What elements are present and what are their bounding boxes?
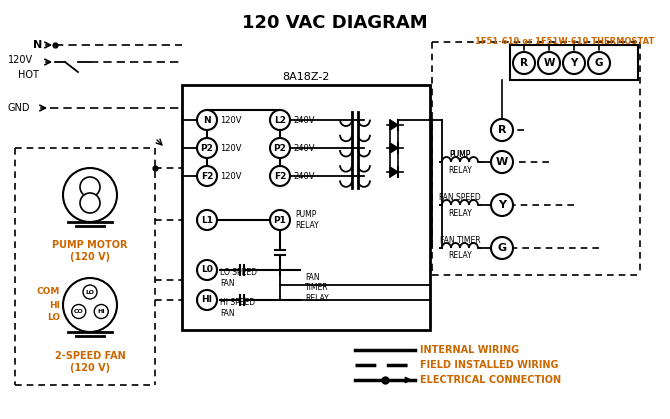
Text: 120V: 120V: [220, 116, 241, 124]
Text: G: G: [595, 58, 603, 68]
Circle shape: [197, 166, 217, 186]
Text: HOT: HOT: [18, 70, 39, 80]
Polygon shape: [390, 143, 398, 153]
Text: COM: COM: [37, 287, 60, 297]
Text: F2: F2: [274, 171, 286, 181]
Text: INTERNAL WIRING: INTERNAL WIRING: [420, 345, 519, 355]
Text: 120V: 120V: [8, 55, 33, 65]
Circle shape: [80, 193, 100, 213]
Text: 8A18Z-2: 8A18Z-2: [282, 72, 330, 82]
Text: P2: P2: [273, 143, 287, 153]
Text: FAN SPEED: FAN SPEED: [439, 192, 481, 202]
Text: 1F51-619 or 1F51W-619 THERMOSTAT: 1F51-619 or 1F51W-619 THERMOSTAT: [475, 37, 655, 46]
Circle shape: [563, 52, 585, 74]
Circle shape: [491, 151, 513, 173]
Circle shape: [270, 210, 290, 230]
Circle shape: [197, 210, 217, 230]
Text: L0: L0: [201, 266, 213, 274]
Circle shape: [491, 237, 513, 259]
Text: ELECTRICAL CONNECTION: ELECTRICAL CONNECTION: [420, 375, 561, 385]
Text: RELAY: RELAY: [448, 209, 472, 217]
Text: W: W: [543, 58, 555, 68]
Text: GND: GND: [8, 103, 31, 113]
Text: Y: Y: [498, 200, 506, 210]
Circle shape: [513, 52, 535, 74]
Circle shape: [63, 168, 117, 222]
Text: 120 VAC DIAGRAM: 120 VAC DIAGRAM: [242, 14, 428, 32]
Text: P2: P2: [200, 143, 214, 153]
Text: LO: LO: [47, 313, 60, 323]
Text: FIELD INSTALLED WIRING: FIELD INSTALLED WIRING: [420, 360, 559, 370]
Circle shape: [72, 305, 86, 318]
Text: LO: LO: [86, 290, 94, 295]
Circle shape: [197, 260, 217, 280]
Text: 120V: 120V: [220, 171, 241, 181]
Circle shape: [63, 278, 117, 332]
Circle shape: [270, 110, 290, 130]
Text: HI SPEED
FAN: HI SPEED FAN: [220, 298, 255, 318]
Text: 240V: 240V: [293, 171, 314, 181]
Text: R: R: [498, 125, 507, 135]
Text: L1: L1: [201, 215, 213, 225]
Circle shape: [197, 110, 217, 130]
Circle shape: [538, 52, 560, 74]
Circle shape: [588, 52, 610, 74]
Text: HI: HI: [202, 295, 212, 305]
Text: CO: CO: [74, 309, 84, 314]
Circle shape: [197, 138, 217, 158]
Text: L2: L2: [274, 116, 286, 124]
Bar: [182, 85, 430, 330]
Text: 2-SPEED FAN
(120 V): 2-SPEED FAN (120 V): [55, 351, 125, 373]
Text: W: W: [496, 157, 508, 167]
Text: HI: HI: [97, 309, 105, 314]
Polygon shape: [390, 167, 398, 177]
Text: R: R: [520, 58, 528, 68]
Text: F2: F2: [201, 171, 213, 181]
Text: RELAY: RELAY: [448, 166, 472, 174]
Text: LO SPEED
FAN: LO SPEED FAN: [220, 268, 257, 288]
Circle shape: [197, 290, 217, 310]
Circle shape: [94, 305, 109, 318]
Text: 240V: 240V: [293, 143, 314, 153]
Text: P1: P1: [273, 215, 287, 225]
Circle shape: [491, 194, 513, 216]
Text: Y: Y: [570, 58, 578, 68]
Polygon shape: [390, 120, 398, 130]
Text: N: N: [33, 40, 42, 50]
Text: N: N: [203, 116, 211, 124]
Text: HI: HI: [49, 300, 60, 310]
Text: FAN
TIMER
RELAY: FAN TIMER RELAY: [305, 273, 329, 303]
Text: PUMP: PUMP: [450, 150, 471, 158]
Circle shape: [83, 285, 97, 299]
Text: PUMP
RELAY: PUMP RELAY: [295, 210, 319, 230]
Text: 120V: 120V: [220, 143, 241, 153]
Circle shape: [270, 166, 290, 186]
Text: RELAY: RELAY: [448, 251, 472, 261]
Text: PUMP MOTOR
(120 V): PUMP MOTOR (120 V): [52, 240, 128, 262]
Bar: [510, 45, 638, 80]
Text: FAN TIMER: FAN TIMER: [440, 235, 480, 245]
Text: 240V: 240V: [293, 116, 314, 124]
Text: PUMP: PUMP: [450, 150, 471, 158]
Circle shape: [80, 177, 100, 197]
Circle shape: [270, 138, 290, 158]
Text: G: G: [497, 243, 507, 253]
Circle shape: [491, 119, 513, 141]
